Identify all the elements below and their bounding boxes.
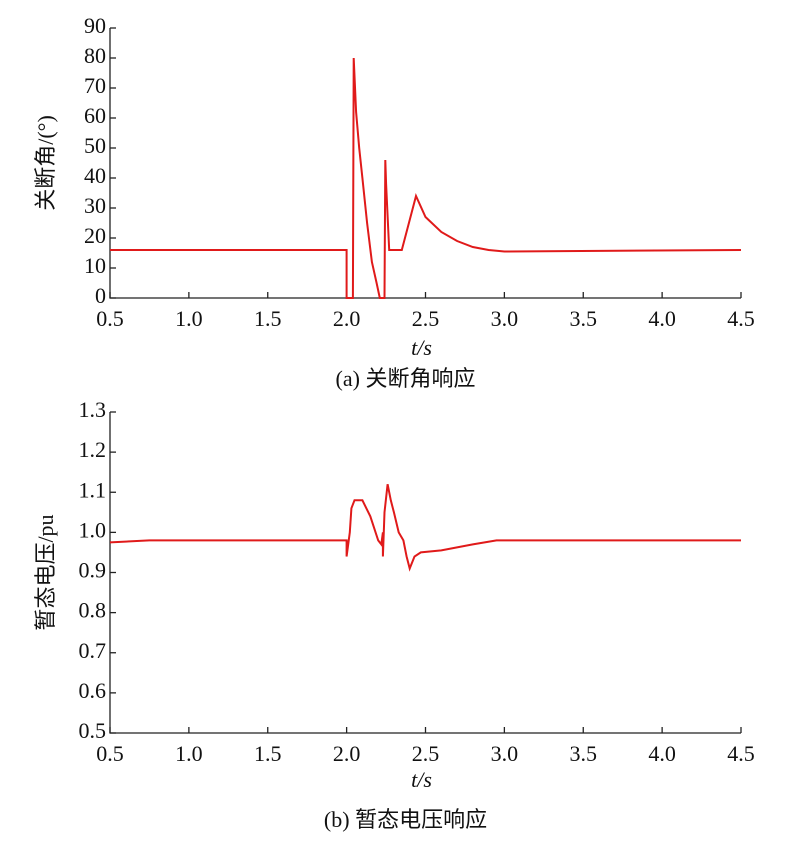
y-tick-label: 70	[84, 73, 106, 98]
y-axis-label: 暂态电压/pu	[33, 514, 58, 630]
y-tick-label: 0.5	[79, 718, 107, 743]
x-tick-label: 3.0	[491, 741, 519, 766]
axes	[109, 412, 741, 734]
data-line	[110, 57, 742, 299]
x-tick-label: 2.0	[333, 306, 361, 331]
x-tick-label: 4.0	[648, 741, 676, 766]
y-tick-label: 0.6	[79, 678, 107, 703]
x-tick-label: 4.5	[727, 306, 755, 331]
y-tick-label: 60	[84, 103, 106, 128]
x-axis-label: t/s	[411, 767, 432, 792]
y-tick-label: 0.9	[79, 558, 107, 583]
x-tick-label: 3.0	[491, 306, 519, 331]
caption: (a) 关断角响应	[336, 366, 476, 391]
data-line	[109, 484, 741, 572]
axes	[109, 28, 741, 299]
subplot: 0.5 0.6 0.7 0.8 0.9 1.0 1.1 1.2 1.3 0.5 1.0 1.5 2.0 2…	[33, 397, 755, 832]
y-tick-label: 80	[84, 43, 106, 68]
y-tick-label: 0.7	[79, 638, 107, 663]
y-tick-label: 1.1	[79, 477, 107, 502]
x-axis-label: t/s	[411, 335, 432, 360]
y-tick-label: 50	[84, 133, 106, 158]
y-tick-label: 1.2	[79, 437, 107, 462]
caption: (b) 暂态电压响应	[324, 807, 487, 832]
y-tick-label: 1.3	[79, 397, 107, 422]
y-tick-label: 10	[84, 253, 106, 278]
x-tick-label: 1.0	[175, 741, 203, 766]
y-tick-label: 40	[84, 163, 106, 188]
y-tick-label: 30	[84, 193, 106, 218]
y-tick-label: 0.8	[79, 598, 107, 623]
x-tick-label: 3.5	[570, 741, 598, 766]
x-tick-label: 2.5	[412, 306, 440, 331]
x-tick-label: 0.5	[96, 306, 124, 331]
x-tick-label: 1.5	[254, 306, 282, 331]
y-axis-label: 关断角/(°)	[33, 115, 58, 211]
x-tick-label: 1.5	[254, 741, 282, 766]
y-tick-label: 0	[95, 283, 106, 308]
x-tick-label: 2.5	[412, 741, 440, 766]
subplot: 0 10 20 30 40 50 60 70 80 90 0.5 1.0 1.5 2.0 2.5 3.0 3.5…	[33, 13, 755, 391]
x-tick-label: 4.5	[727, 741, 755, 766]
x-tick-label: 0.5	[96, 741, 124, 766]
y-tick-label: 1.0	[79, 517, 107, 542]
y-tick-label: 20	[84, 223, 106, 248]
x-tick-label: 4.0	[648, 306, 676, 331]
x-tick-label: 1.0	[175, 306, 203, 331]
y-tick-label: 90	[84, 13, 106, 38]
x-tick-label: 2.0	[333, 741, 361, 766]
x-tick-label: 3.5	[570, 306, 598, 331]
